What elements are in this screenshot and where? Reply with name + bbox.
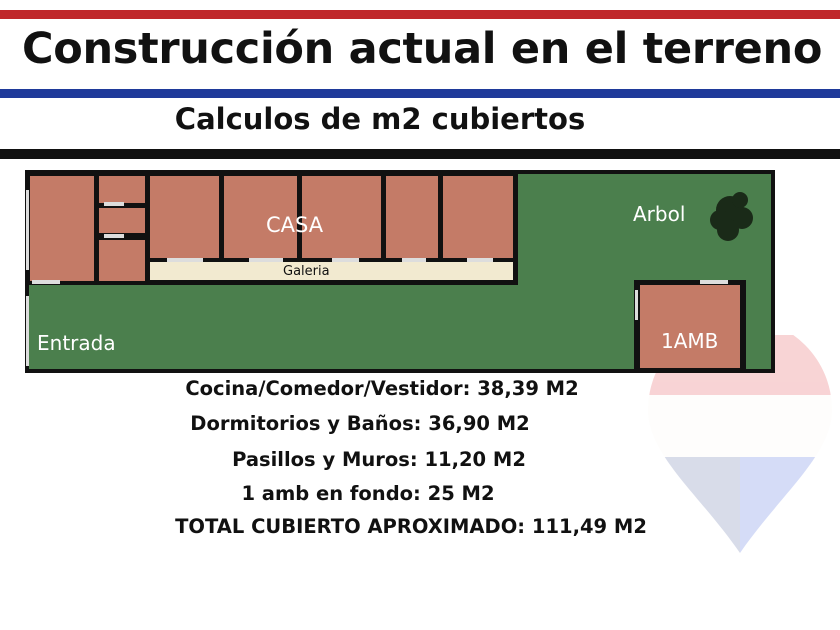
page-subtitle: Calculos de m2 cubiertos — [174, 102, 586, 136]
blue-stripe — [0, 89, 840, 98]
summary-bedrooms: Dormitorios y Baños: 36,90 M2 — [190, 412, 530, 435]
room-bed-2 — [302, 176, 381, 258]
label-galeria: Galeria — [283, 264, 330, 279]
one-room-unit — [640, 285, 740, 368]
summary-total: TOTAL CUBIERTO APROXIMADO: 111,49 M2 — [175, 515, 647, 538]
room-small-top — [99, 176, 145, 203]
top-red-stripe — [0, 10, 840, 19]
room-dining — [150, 176, 219, 258]
label-arbol: Arbol — [633, 202, 685, 226]
label-entrada: Entrada — [37, 331, 116, 355]
room-bed-3 — [386, 176, 438, 258]
room-bed-1 — [224, 176, 297, 258]
room-hall — [99, 208, 145, 233]
floor-plan: CASA Galeria Arbol Entrada 1AMB — [25, 170, 775, 373]
room-bath — [99, 240, 145, 281]
remax-balloon-watermark — [648, 335, 832, 553]
door-openings — [26, 190, 493, 366]
page-title: Construcción actual en el terreno — [22, 24, 823, 74]
black-stripe — [0, 149, 840, 159]
house-rooms — [30, 176, 513, 281]
summary-kitchen: Cocina/Comedor/Vestidor: 38,39 M2 — [185, 377, 579, 400]
label-casa: CASA — [266, 213, 324, 237]
room-bed-4 — [443, 176, 513, 258]
label-1amb: 1AMB — [661, 329, 718, 353]
tree-icon — [710, 192, 753, 241]
summary-one-room: 1 amb en fondo: 25 M2 — [241, 482, 495, 505]
room-kitchen — [30, 176, 94, 281]
galeria-area — [150, 262, 513, 280]
summary-hallways: Pasillos y Muros: 11,20 M2 — [232, 448, 526, 471]
